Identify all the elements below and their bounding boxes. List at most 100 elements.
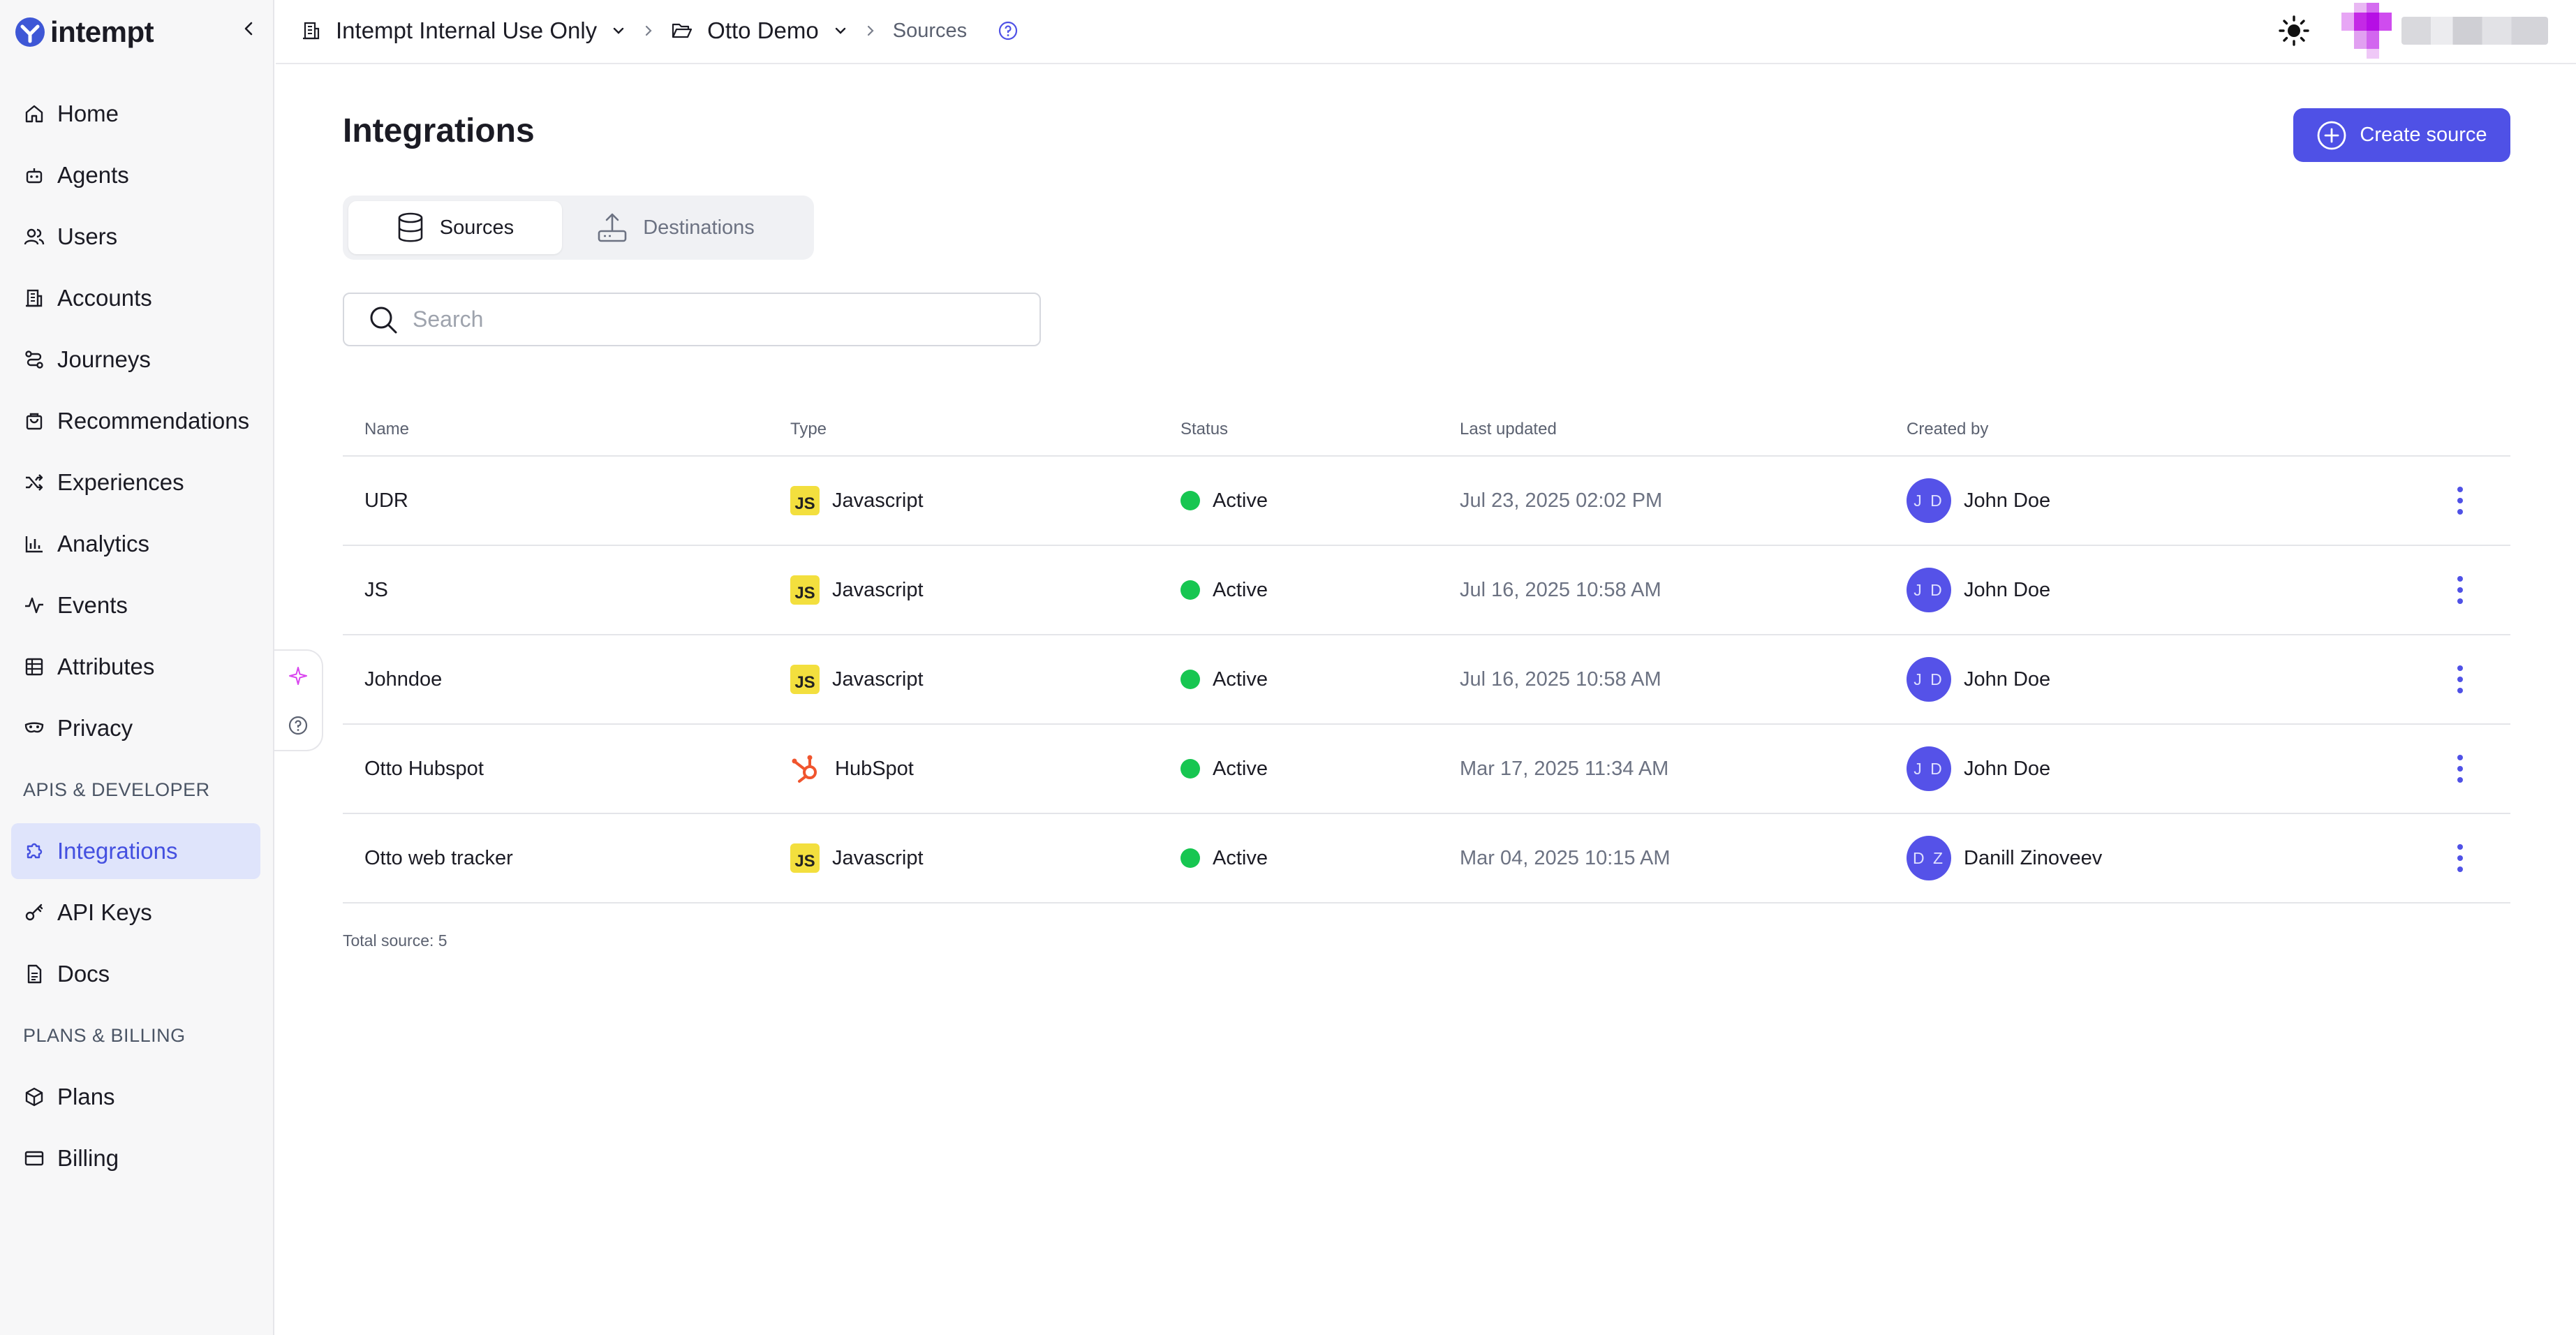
sidebar-item-label: Recommendations [57, 408, 250, 434]
bar-chart-icon [25, 536, 43, 553]
column-header-created-by[interactable]: Created by [1907, 420, 1989, 438]
breadcrumb: Intempt Internal Use Only Otto Demo Sour… [301, 0, 1019, 61]
creator-name: Danill Zinoveev [1964, 846, 2103, 869]
created-by: J D John Doe [1907, 746, 2409, 791]
mask-icon [24, 722, 44, 733]
route-icon [25, 351, 43, 369]
brand[interactable]: intempt [14, 11, 154, 53]
search-box [343, 293, 1041, 346]
table-row[interactable]: Otto web tracker JS Javascript Active Ma… [343, 814, 2510, 903]
sidebar-item-agents[interactable]: Agents [11, 147, 260, 203]
sidebar-item-label: Accounts [57, 285, 152, 311]
more-vertical-icon [2456, 844, 2464, 872]
sidebar-item-label: Events [57, 592, 128, 618]
row-actions-button[interactable] [2409, 844, 2510, 872]
sidebar-item-label: Attributes [57, 654, 155, 679]
more-vertical-icon [2456, 665, 2464, 693]
status-dot-icon [1180, 759, 1200, 779]
sidebar-item-billing[interactable]: Billing [11, 1130, 260, 1186]
building-icon [26, 289, 43, 307]
project-switcher[interactable]: Otto Demo [671, 17, 848, 44]
sidebar-item-label: Agents [57, 162, 129, 188]
tab-sources[interactable]: Sources [348, 201, 562, 254]
sidebar-item-home[interactable]: Home [11, 86, 260, 142]
helper-rail [274, 649, 323, 751]
tab-label: Sources [439, 216, 515, 239]
row-actions-button[interactable] [2409, 487, 2510, 515]
sidebar-item-api-keys[interactable]: API Keys [11, 885, 260, 941]
user-menu[interactable] [2341, 3, 2548, 59]
column-header-last-updated[interactable]: Last updated [1460, 420, 1557, 438]
last-updated: Jul 23, 2025 02:02 PM [1460, 489, 1663, 512]
top-right-controls [2277, 0, 2548, 61]
table-row[interactable]: Otto Hubspot HubSpot Active Mar 17, 2025… [343, 725, 2510, 814]
section-apis-developer: APIS & DEVELOPER [23, 779, 210, 800]
table-row[interactable]: Johndoe JS Javascript Active Jul 16, 202… [343, 635, 2510, 725]
source-name[interactable]: Otto web tracker [364, 846, 513, 869]
row-actions-button[interactable] [2409, 576, 2510, 604]
source-name[interactable]: Johndoe [364, 668, 443, 691]
source-type-label: Javascript [832, 489, 924, 512]
status-label: Active [1213, 489, 1268, 512]
help-icon[interactable] [288, 715, 309, 736]
sidebar-item-docs[interactable]: Docs [11, 946, 260, 1002]
sidebar-item-label: API Keys [57, 899, 152, 925]
status-label: Active [1213, 668, 1268, 691]
pulse-icon [25, 597, 43, 614]
more-vertical-icon [2456, 576, 2464, 604]
row-actions-button[interactable] [2409, 755, 2510, 783]
database-icon [398, 212, 423, 242]
tab-label: Destinations [643, 216, 755, 239]
column-header-status[interactable]: Status [1180, 420, 1229, 438]
sidebar-item-label: Home [57, 101, 119, 126]
source-name[interactable]: UDR [364, 489, 408, 512]
chevron-right-icon [867, 25, 874, 36]
sun-icon[interactable] [2277, 14, 2311, 47]
column-header-name[interactable]: Name [364, 420, 410, 438]
project-name: Otto Demo [707, 17, 819, 43]
section-plans-billing: PLANS & BILLING [23, 1024, 186, 1046]
creator-name: John Doe [1964, 757, 2051, 780]
sidebar-item-privacy[interactable]: Privacy [11, 700, 260, 756]
org-switcher[interactable]: Intempt Internal Use Only [301, 17, 626, 44]
creator-name: John Doe [1964, 668, 2051, 691]
sidebar-item-plans[interactable]: Plans [11, 1069, 260, 1125]
sidebar-item-recommendations[interactable]: Recommendations [11, 393, 260, 449]
sidebar-item-integrations[interactable]: Integrations [11, 823, 260, 879]
source-status: Active [1180, 579, 1460, 602]
source-status: Active [1180, 847, 1460, 870]
search-input[interactable] [413, 307, 1013, 332]
sidebar-item-users[interactable]: Users [11, 209, 260, 265]
last-updated: Jul 16, 2025 10:58 AM [1460, 668, 1661, 691]
sidebar-item-attributes[interactable]: Attributes [11, 639, 260, 695]
avatar: J D [1907, 746, 1951, 791]
help-icon[interactable] [998, 20, 1019, 41]
sparkle-icon[interactable] [288, 665, 309, 686]
avatar: D Z [1907, 836, 1951, 880]
status-label: Active [1213, 757, 1268, 780]
folder-open-icon [672, 23, 693, 38]
source-type: JS Javascript [790, 843, 1180, 873]
breadcrumb-current-page: Sources [892, 19, 968, 42]
sidebar-item-experiences[interactable]: Experiences [11, 455, 260, 510]
sidebar-item-accounts[interactable]: Accounts [11, 270, 260, 326]
tab-destinations[interactable]: Destinations [569, 201, 783, 254]
sidebar-item-label: Experiences [57, 469, 184, 495]
sidebar-item-journeys[interactable]: Journeys [11, 332, 260, 388]
source-type-label: Javascript [832, 668, 924, 691]
avatar: J D [1907, 478, 1951, 523]
row-actions-button[interactable] [2409, 665, 2510, 693]
avatar: J D [1907, 657, 1951, 702]
sidebar-item-events[interactable]: Events [11, 577, 260, 633]
collapse-sidebar-button[interactable] [237, 17, 261, 40]
key-icon [25, 903, 43, 921]
table-row[interactable]: JS JS Javascript Active Jul 16, 2025 10:… [343, 546, 2510, 635]
source-name[interactable]: JS [364, 578, 388, 601]
source-name[interactable]: Otto Hubspot [364, 757, 484, 780]
table-row[interactable]: UDR JS Javascript Active Jul 23, 2025 02… [343, 457, 2510, 546]
sidebar-item-analytics[interactable]: Analytics [11, 516, 260, 572]
column-header-type[interactable]: Type [790, 420, 827, 438]
creator-name: John Doe [1964, 578, 2051, 601]
top-bar: Intempt Internal Use Only Otto Demo Sour… [276, 0, 2576, 64]
create-source-button[interactable]: Create source [2293, 108, 2510, 162]
